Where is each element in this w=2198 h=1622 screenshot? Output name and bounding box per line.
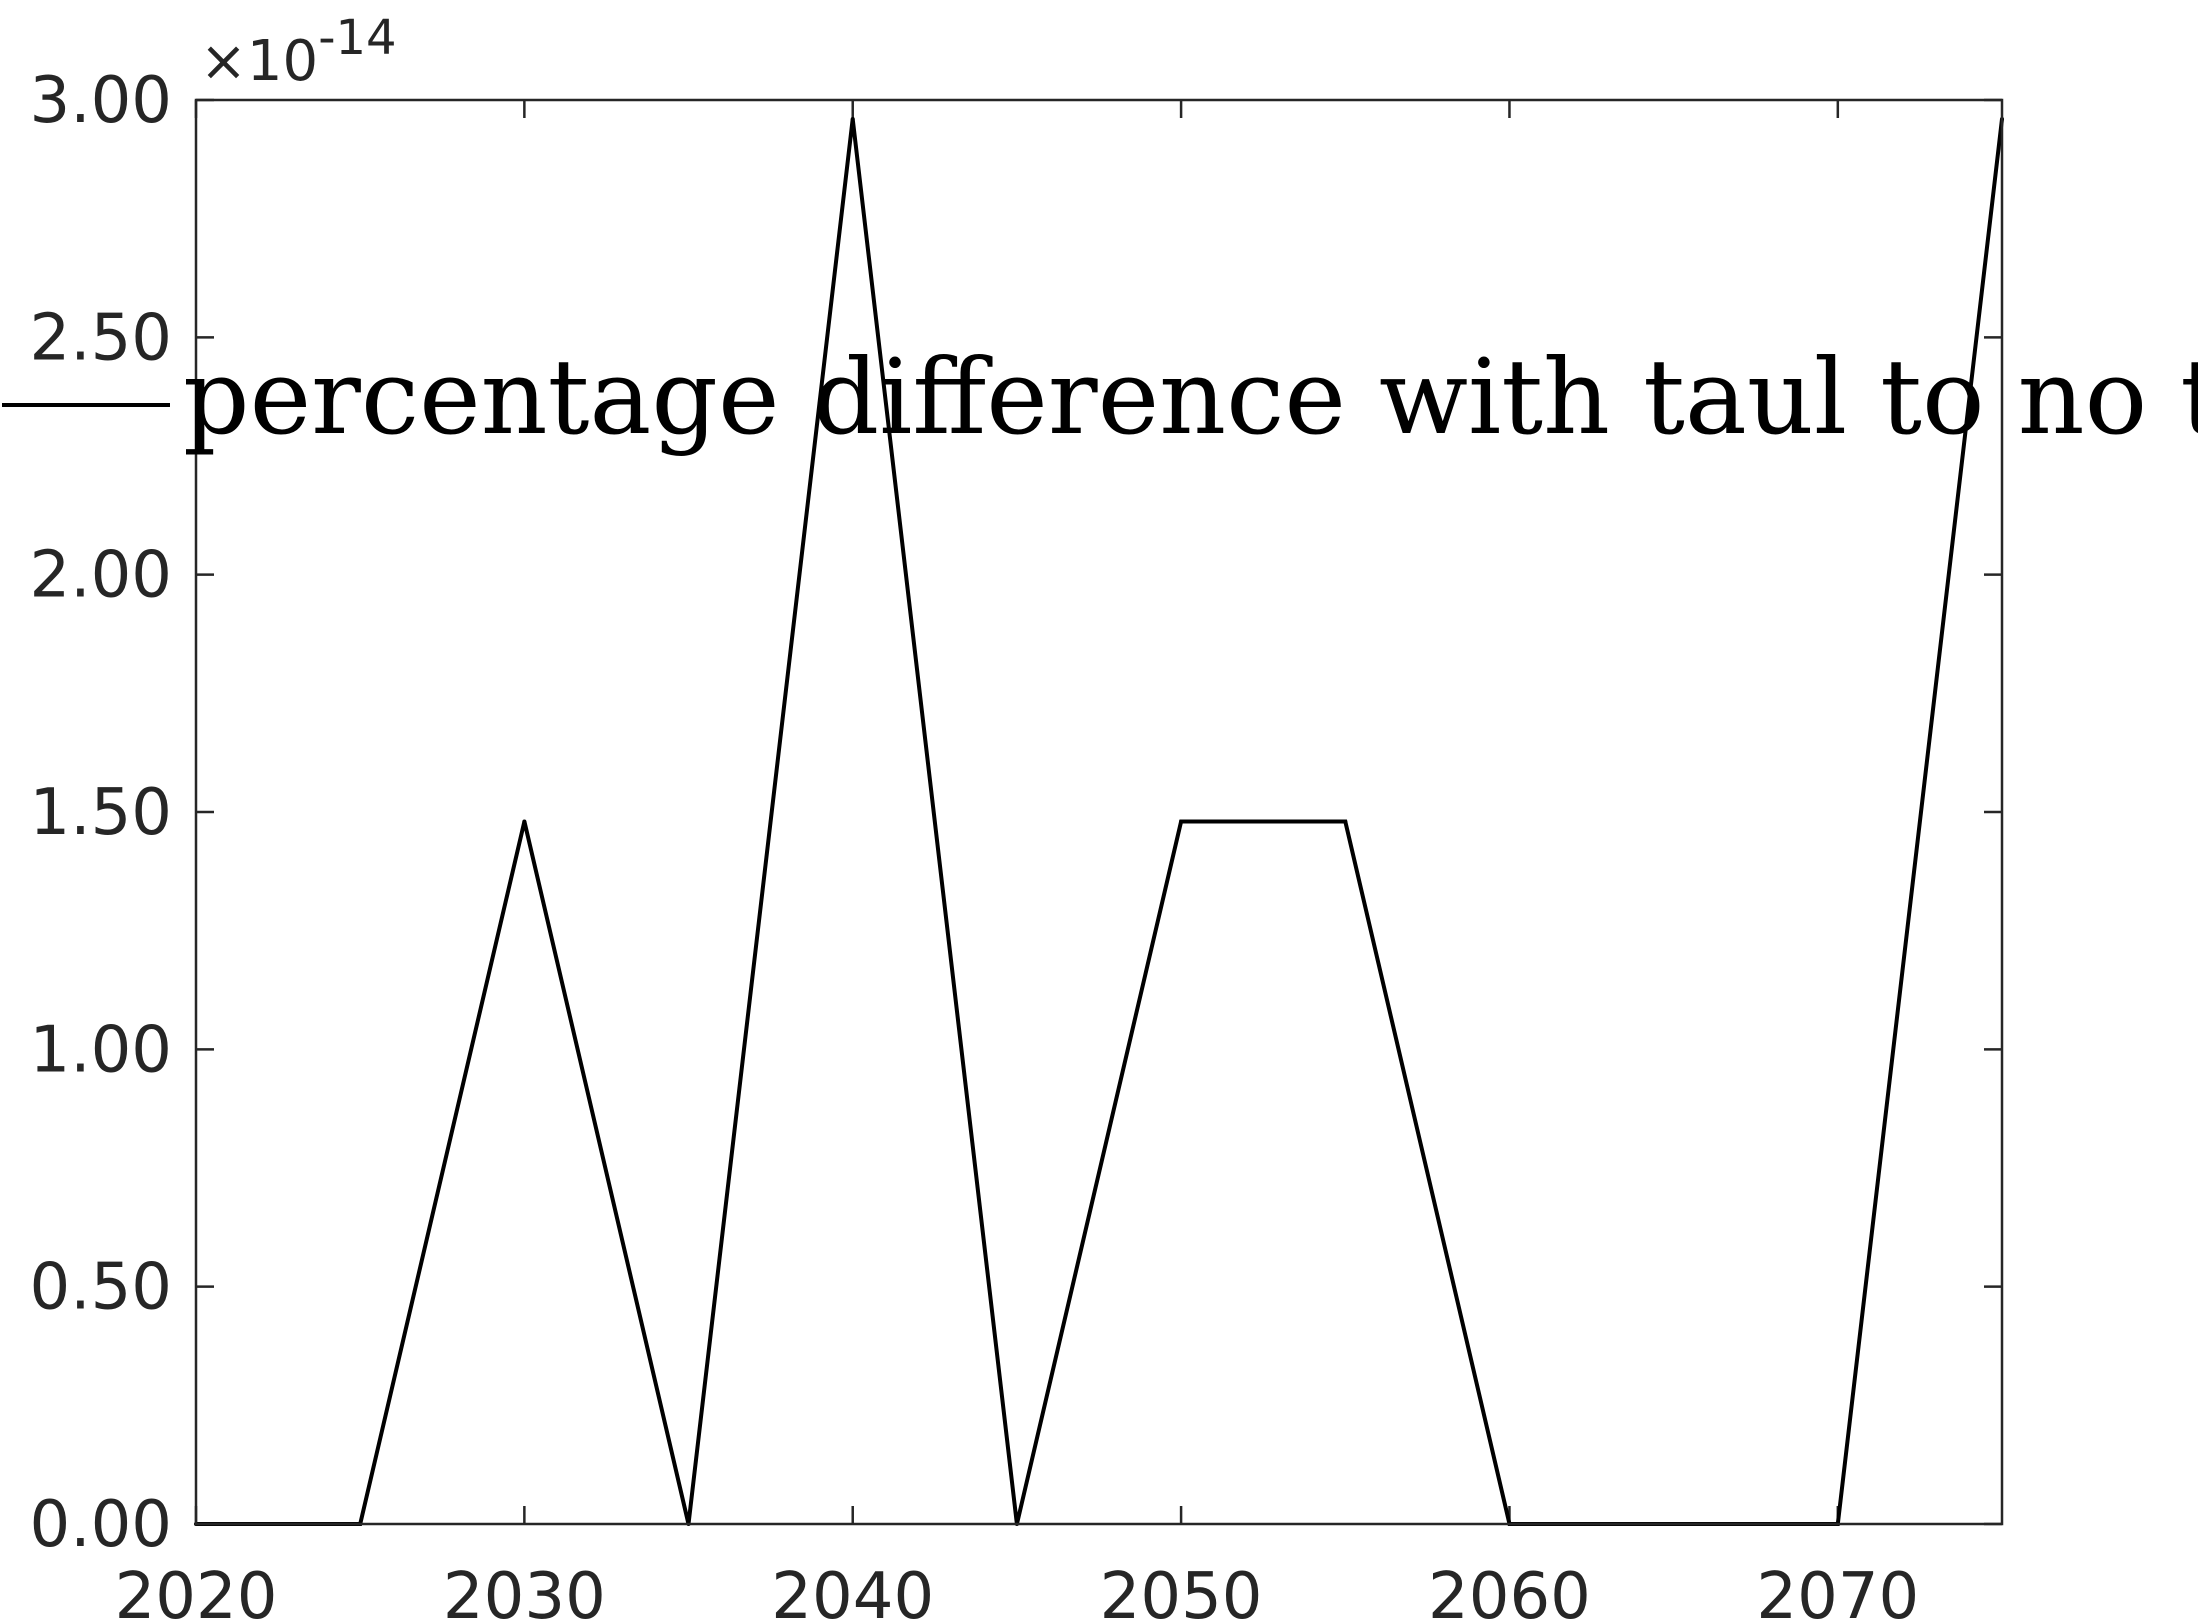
- legend: percentage difference with taul to no ta…: [2, 336, 2198, 458]
- x-tick-label: 2070: [1756, 1560, 1919, 1622]
- plot-background: [196, 100, 2002, 1524]
- data-point: [522, 819, 527, 824]
- y-tick-label: 3.00: [30, 64, 173, 138]
- y-axis-multiplier: ×10-14: [200, 10, 397, 94]
- x-tick-label: 2050: [1100, 1560, 1263, 1622]
- y-tick-label: 1.00: [30, 1013, 173, 1087]
- x-tick-label: 2030: [443, 1560, 606, 1622]
- data-point: [850, 116, 855, 121]
- y-axis-multiplier-base: ×10: [200, 29, 318, 94]
- plot-frame: [194, 98, 2004, 1526]
- tick-labels: 2020 2030 2040 2050 2060 2070 0.00 0.50 1.00 1.50…: [30, 64, 1920, 1622]
- y-tick-label: 2.50: [30, 301, 173, 375]
- y-tick-label: 0.50: [30, 1251, 173, 1325]
- y-tick-label: 1.50: [30, 776, 173, 850]
- y-axis-multiplier-exponent: -14: [318, 10, 396, 66]
- legend-label: percentage difference with taul to no ta…: [183, 336, 2198, 458]
- y-tick-label: 0.00: [30, 1488, 173, 1562]
- x-tick-label: 2040: [771, 1560, 934, 1622]
- data-point: [1343, 819, 1348, 824]
- x-tick-label: 2060: [1428, 1560, 1591, 1622]
- data-point: [1179, 819, 1184, 824]
- y-tick-label: 2.00: [30, 539, 173, 613]
- x-tick-label: 2020: [115, 1560, 278, 1622]
